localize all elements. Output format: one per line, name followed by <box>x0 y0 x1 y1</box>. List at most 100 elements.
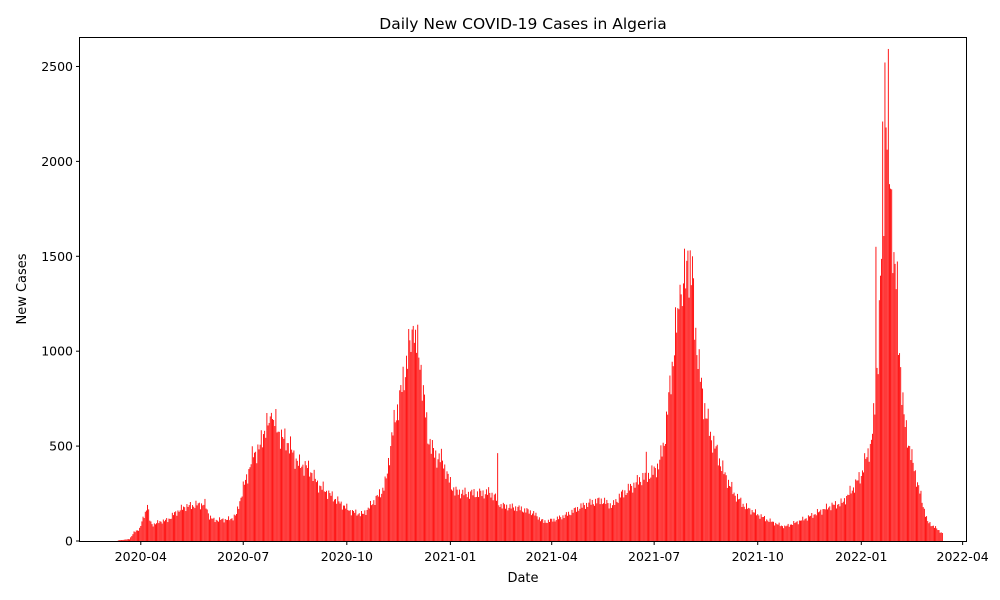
bar <box>533 511 535 541</box>
bar <box>340 501 342 541</box>
bar <box>141 521 143 541</box>
bar <box>516 511 518 541</box>
bar <box>293 450 295 541</box>
bar <box>335 498 336 541</box>
bar <box>458 489 460 541</box>
bar <box>283 438 285 541</box>
bar <box>206 509 208 541</box>
bar <box>652 474 654 541</box>
bar <box>870 439 872 541</box>
bar <box>178 511 180 541</box>
bar <box>677 308 679 541</box>
bar <box>604 497 606 541</box>
bar <box>589 498 591 541</box>
bar <box>323 491 325 541</box>
bar <box>830 510 832 541</box>
bar <box>310 472 312 541</box>
bar <box>275 409 277 541</box>
bar <box>484 494 486 541</box>
bar <box>851 490 853 541</box>
bar <box>345 508 347 541</box>
bar <box>864 453 866 541</box>
bar <box>183 506 185 541</box>
bar <box>594 505 595 541</box>
bar <box>885 127 887 541</box>
bar <box>180 504 182 541</box>
bar <box>287 443 289 541</box>
bar <box>898 354 899 541</box>
bar <box>554 521 556 541</box>
bar <box>570 515 572 541</box>
bar <box>938 530 940 541</box>
bar <box>281 429 282 541</box>
bar <box>218 521 219 541</box>
bar <box>252 457 254 541</box>
bar <box>336 503 338 541</box>
bar <box>121 540 123 541</box>
bar <box>268 422 270 541</box>
bar <box>637 484 639 541</box>
bar <box>389 465 391 541</box>
bar <box>636 475 638 541</box>
bar <box>700 377 702 541</box>
bar <box>796 521 798 541</box>
bar <box>364 510 366 541</box>
bar <box>431 440 433 541</box>
bar <box>545 522 547 541</box>
bar <box>875 246 877 542</box>
bar <box>229 520 231 541</box>
bar <box>419 369 421 541</box>
bar <box>909 446 911 541</box>
bar <box>150 521 152 541</box>
bar <box>650 477 652 541</box>
bar <box>644 472 646 541</box>
bar <box>487 494 488 541</box>
bar <box>415 329 416 541</box>
bar <box>373 500 375 541</box>
bar <box>327 498 329 541</box>
bar <box>438 453 440 541</box>
bar <box>694 339 696 541</box>
bar <box>786 525 788 541</box>
bar <box>149 520 151 541</box>
bar <box>145 510 147 541</box>
bar <box>881 258 883 541</box>
bar <box>269 416 271 541</box>
bar <box>719 458 720 541</box>
bar <box>766 519 768 541</box>
bar <box>277 431 279 541</box>
bar <box>426 412 428 541</box>
bar <box>556 516 558 541</box>
bar <box>344 505 346 541</box>
bar <box>696 355 698 541</box>
bar <box>670 394 672 541</box>
bar <box>622 489 624 541</box>
bar <box>140 525 142 541</box>
bar <box>917 482 919 541</box>
bar <box>549 521 550 541</box>
bar <box>260 430 262 541</box>
bar <box>201 503 203 541</box>
bar <box>802 516 804 541</box>
bar <box>776 524 778 541</box>
bar <box>290 436 291 541</box>
bar <box>442 460 443 541</box>
bar <box>534 515 536 541</box>
bar <box>741 506 743 541</box>
bar <box>726 487 728 541</box>
bar <box>843 498 845 541</box>
bar <box>600 498 602 541</box>
bar <box>728 479 729 541</box>
bar <box>760 514 762 541</box>
bar <box>792 524 794 541</box>
bar <box>377 496 379 541</box>
bar <box>368 508 370 541</box>
bar <box>375 495 377 541</box>
bar <box>411 329 413 541</box>
bar <box>598 497 600 541</box>
bar <box>542 519 544 541</box>
bar <box>130 537 132 541</box>
y-tick-label: 0 <box>65 534 73 549</box>
bar <box>524 508 526 541</box>
bar <box>361 511 362 541</box>
